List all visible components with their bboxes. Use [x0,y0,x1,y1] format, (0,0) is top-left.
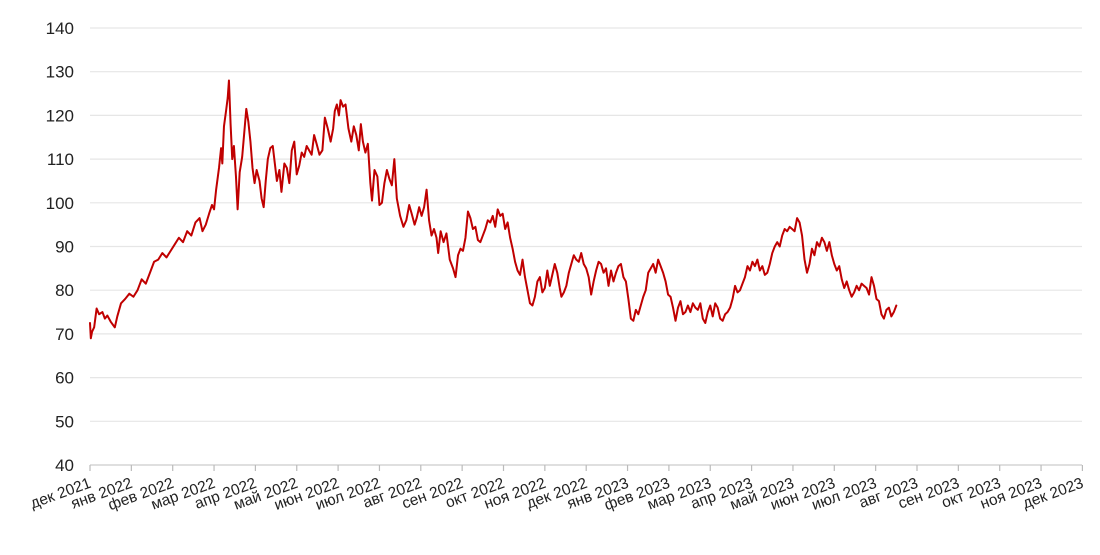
y-tick-label: 140 [46,19,74,38]
y-tick-label: 70 [55,325,74,344]
y-tick-label: 130 [46,63,74,82]
y-tick-label: 80 [55,281,74,300]
y-axis-ticks: 40 50 60 70 80 90 100 110 120 130 140 [46,19,74,475]
y-tick-label: 50 [55,412,74,431]
y-tick-label: 110 [47,150,74,169]
y-tick-label: 40 [55,456,74,475]
y-tick-label: 90 [55,238,74,257]
y-tick-label: 60 [55,369,74,388]
y-tick-label: 100 [46,194,74,213]
series-layer [89,79,898,340]
y-tick-label: 120 [46,106,74,125]
gridlines [90,27,1082,422]
series-line [89,79,898,340]
